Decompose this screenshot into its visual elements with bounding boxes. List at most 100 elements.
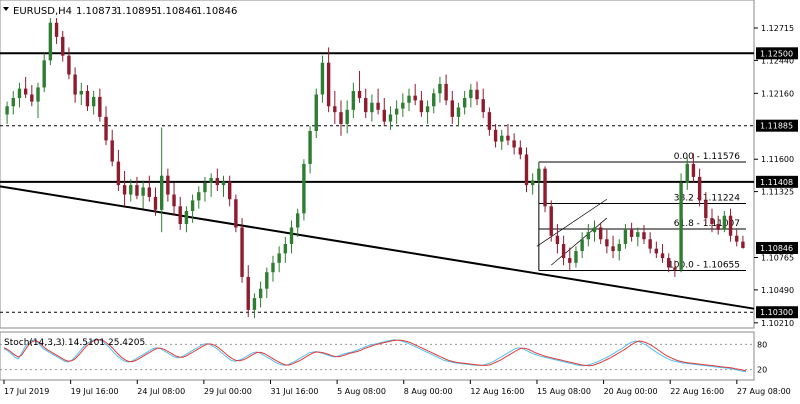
candle-body <box>493 129 498 142</box>
candle-body <box>555 235 560 244</box>
stoch-level-label-0: 80 <box>757 340 767 349</box>
candle-body <box>339 112 343 124</box>
price-tick-label: 1.10210 <box>761 319 794 328</box>
candle-body <box>364 98 368 113</box>
candle-body <box>277 253 281 263</box>
candle-body <box>11 98 15 107</box>
close-value: 1.10846 <box>196 6 237 17</box>
stoch-label: Stoch(14,3,3) 14.5101 25.4205 <box>4 338 145 348</box>
candle-body <box>357 90 362 99</box>
price-label-text: 1.10300 <box>760 308 793 317</box>
candle-body <box>741 241 745 248</box>
time-tick-label: 5 Aug 08:00 <box>337 387 386 396</box>
candle-body <box>642 232 646 240</box>
candle-body <box>351 90 356 110</box>
candle-body <box>122 185 127 195</box>
candle-body <box>481 99 485 113</box>
symbol-label: EURUSD,H4 <box>13 6 72 17</box>
candle-body <box>568 258 572 263</box>
candle-body <box>184 211 189 224</box>
stoch-signal-line <box>3 339 747 372</box>
channel-line-upper[interactable] <box>536 198 608 247</box>
candle-body <box>660 253 665 259</box>
candle-body <box>487 112 492 130</box>
candle-body <box>679 182 683 270</box>
candle-body <box>333 106 337 113</box>
candle-body <box>685 163 689 183</box>
candle-body <box>135 185 139 196</box>
candle-body <box>611 246 615 252</box>
candle-body <box>23 88 28 95</box>
time-tick-label: 8 Aug 00:00 <box>404 387 453 396</box>
candle-body <box>246 276 250 310</box>
time-tick-label: 15 Aug 08:00 <box>537 387 591 396</box>
price-label-text: 1.11408 <box>760 178 793 187</box>
price-tick-label: 1.12160 <box>761 89 794 98</box>
candle-body <box>61 36 65 56</box>
high-value: 1.10895 <box>116 6 157 17</box>
candle-body <box>172 194 176 207</box>
candle-body <box>401 102 405 109</box>
candle-body <box>617 243 621 252</box>
candle-body <box>667 258 671 268</box>
candle-body <box>673 267 677 270</box>
price-label-box <box>756 175 798 188</box>
candle-body <box>543 168 547 207</box>
candle-body <box>456 107 461 117</box>
time-tick-label: 24 Jul 08:00 <box>137 387 185 396</box>
candle-body <box>716 223 720 230</box>
candle-body <box>17 88 22 99</box>
candle-body <box>382 109 386 122</box>
candle-body <box>67 55 71 75</box>
channel-line-lower[interactable] <box>550 217 608 266</box>
price-label-text: 1.11885 <box>760 122 793 131</box>
candle-body <box>42 60 46 88</box>
candle-body <box>129 185 133 195</box>
candle-body <box>388 114 393 122</box>
candle-body <box>432 93 436 107</box>
candle-body <box>697 176 702 201</box>
price-label-box <box>756 47 798 60</box>
candle-body <box>444 83 448 101</box>
candle-body <box>462 98 467 108</box>
candle-body <box>704 200 708 219</box>
candle-body <box>425 106 430 113</box>
candles <box>5 18 745 319</box>
candle-body <box>710 218 714 224</box>
candle-body <box>116 161 121 186</box>
candle-body <box>308 130 312 164</box>
fib-label-3: 100.0 - 1.10655 <box>668 260 740 270</box>
price-label-box <box>756 119 798 132</box>
fib-label-0: 0.00 - 1.11576 <box>674 152 740 162</box>
candle-body <box>574 251 578 263</box>
candle-body <box>530 180 535 186</box>
candle-body <box>110 140 114 162</box>
candle-body <box>326 62 331 107</box>
candle-body <box>197 192 201 201</box>
low-value: 1.10846 <box>156 6 197 17</box>
candle-body <box>252 298 257 310</box>
candle-body <box>376 102 380 110</box>
candle-body <box>345 109 349 124</box>
candle-body <box>580 239 584 252</box>
candle-body <box>475 89 479 100</box>
candle-body <box>394 108 399 115</box>
price-tick-label: 1.12440 <box>761 56 794 65</box>
candle-body <box>240 227 244 277</box>
price-label-box <box>756 306 798 319</box>
candle-body <box>258 288 263 299</box>
time-tick-label: 27 Aug 08:00 <box>737 387 791 396</box>
trendline <box>0 185 755 310</box>
collapse-triangle-icon[interactable] <box>3 7 9 11</box>
candle-body <box>500 135 504 142</box>
time-tick-label: 22 Aug 16:00 <box>670 387 724 396</box>
candle-body <box>79 90 83 95</box>
candle-body <box>438 83 442 94</box>
main-pane-frame <box>0 0 755 329</box>
candle-body <box>469 89 473 99</box>
candle-body <box>407 95 411 103</box>
price-tick-label: 1.11325 <box>761 188 794 197</box>
trendline-line[interactable] <box>0 185 755 310</box>
